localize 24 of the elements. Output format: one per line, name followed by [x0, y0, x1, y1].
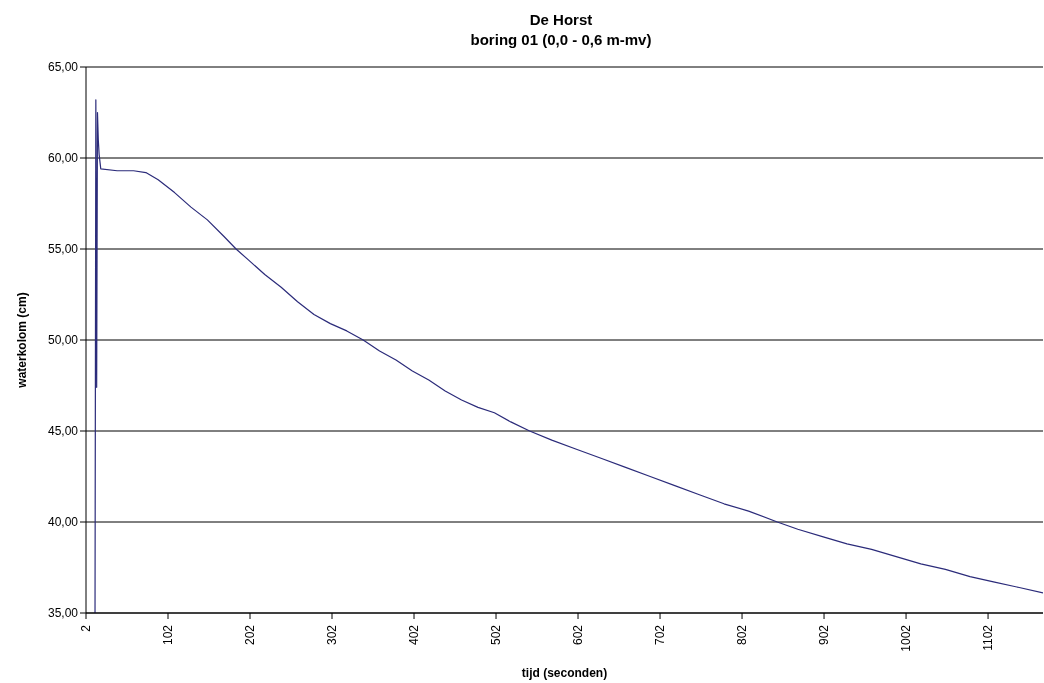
x-tick-label: 302: [325, 624, 340, 646]
x-tick-label: 1002: [899, 624, 914, 652]
x-tick-label: 902: [817, 624, 832, 646]
y-tick-label: 35,00: [47, 606, 79, 621]
y-tick-label: 50,00: [47, 333, 79, 348]
y-tick-label: 40,00: [47, 515, 79, 530]
line-series: [94, 99, 1043, 613]
x-tick-label: 202: [243, 624, 258, 646]
x-tick-label: 2: [79, 624, 93, 632]
x-tick-label: 702: [653, 624, 668, 646]
y-tick-label: 60,00: [47, 151, 79, 166]
x-tick-label: 102: [161, 624, 176, 646]
chart-title: De Horst: [528, 10, 594, 30]
x-tick-label: 602: [571, 624, 586, 646]
y-tick-label: 45,00: [47, 424, 79, 439]
y-tick-label: 65,00: [47, 60, 79, 75]
x-tick-label: 402: [407, 624, 422, 646]
x-tick-label: 802: [735, 624, 750, 646]
x-tick-label: 1102: [981, 624, 996, 651]
y-tick-label: 55,00: [47, 242, 79, 257]
chart-subtitle: boring 01 (0,0 - 0,6 m-mv): [469, 30, 653, 50]
y-axis-title: waterkolom (cm): [15, 292, 30, 389]
x-axis-title: tijd (seconden): [521, 666, 608, 680]
x-tick-label: 502: [489, 624, 504, 646]
